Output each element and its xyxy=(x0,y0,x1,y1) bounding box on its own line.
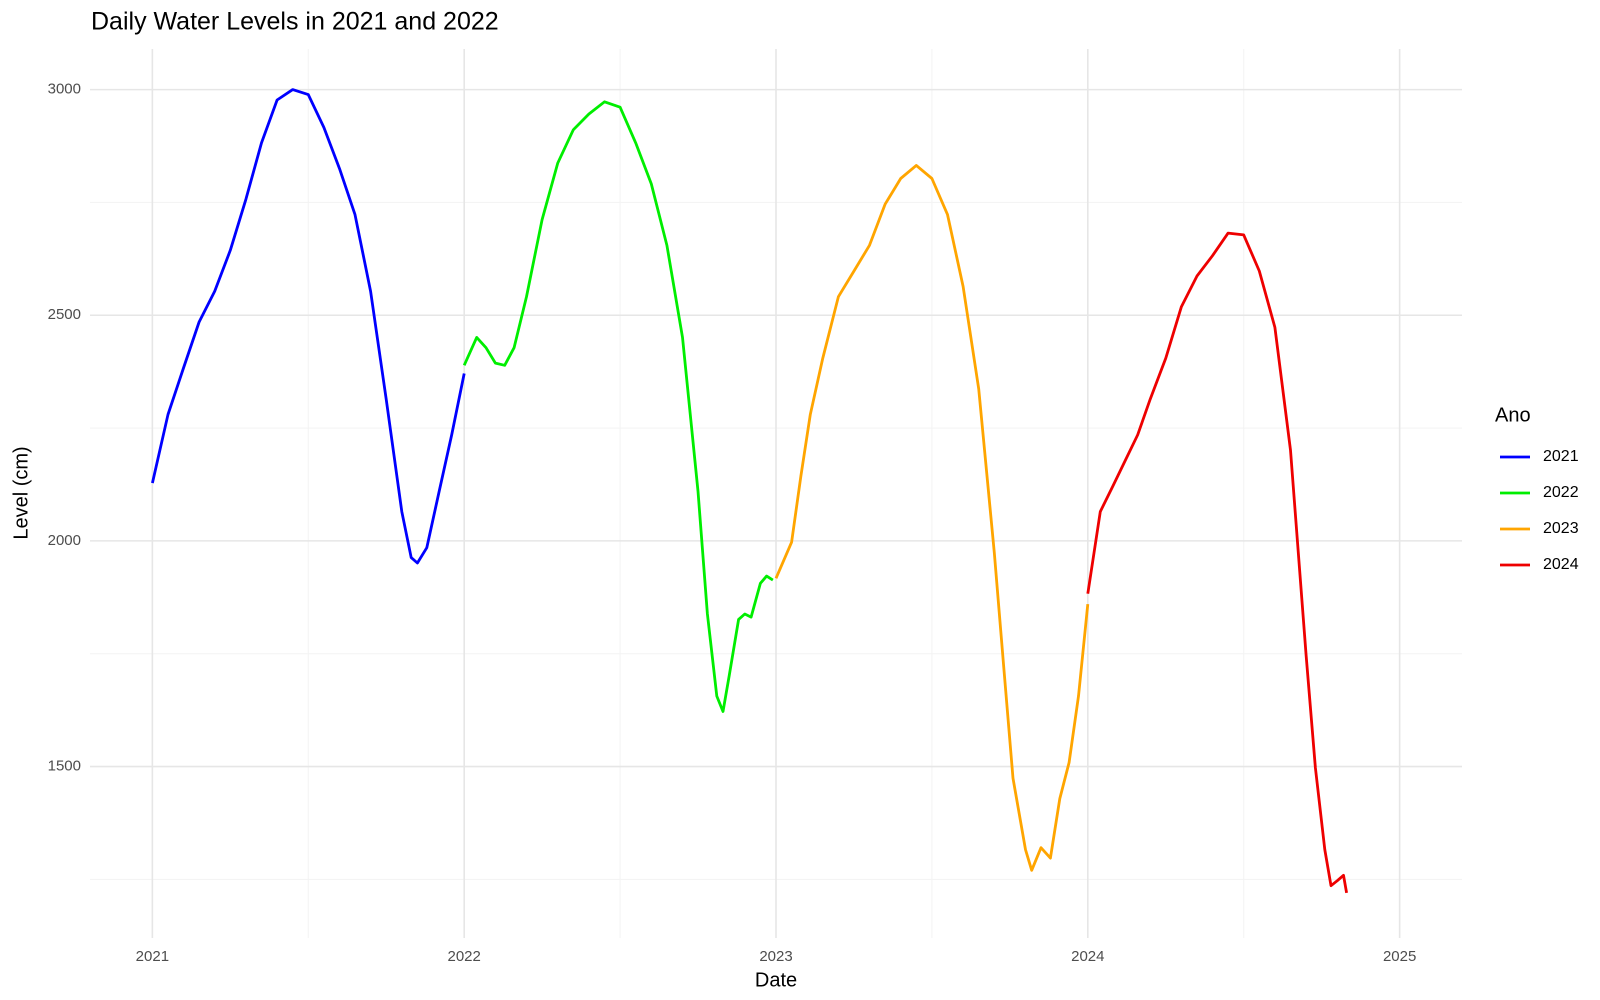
series-line xyxy=(774,164,1090,872)
x-tick-label: 2023 xyxy=(759,948,792,965)
series-line xyxy=(151,88,466,565)
y-axis-title: Level (cm) xyxy=(10,446,32,539)
x-tick-label: 2025 xyxy=(1383,948,1416,965)
legend-title: Ano xyxy=(1495,404,1531,426)
series-line xyxy=(462,100,774,713)
legend-label: 2022 xyxy=(1543,484,1579,501)
x-tick-label: 2022 xyxy=(447,948,480,965)
y-tick-label: 2000 xyxy=(48,532,81,549)
series-line xyxy=(1086,231,1348,894)
x-tick-label: 2024 xyxy=(1071,948,1104,965)
y-tick-label: 2500 xyxy=(48,306,81,323)
chart-title: Daily Water Levels in 2021 and 2022 xyxy=(91,8,499,36)
y-tick-label: 3000 xyxy=(48,81,81,98)
legend-label: 2024 xyxy=(1543,556,1579,573)
legend-label: 2023 xyxy=(1543,520,1579,537)
x-axis-title: Date xyxy=(755,969,797,991)
legend-label: 2021 xyxy=(1543,448,1579,465)
y-tick-label: 1500 xyxy=(48,757,81,774)
x-tick-label: 2021 xyxy=(136,948,169,965)
